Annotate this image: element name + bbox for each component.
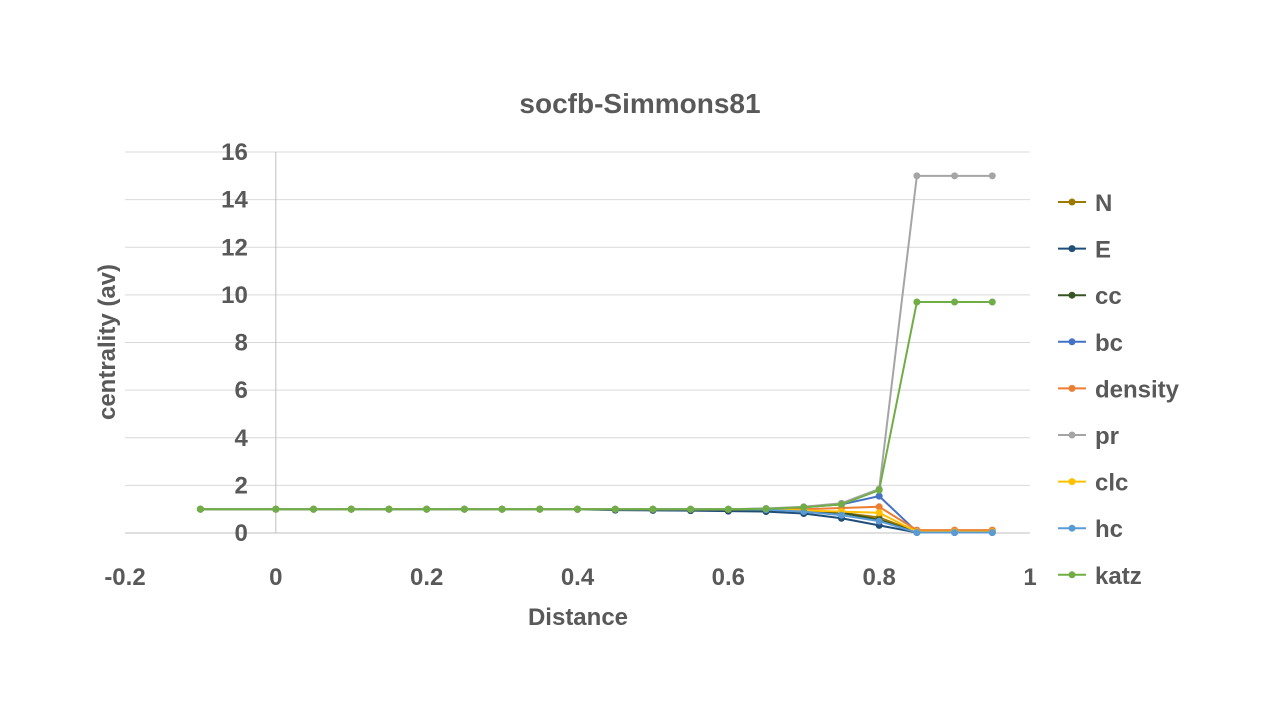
legend-item-bc: bc (1058, 330, 1123, 357)
legend-swatch-marker (1068, 198, 1076, 206)
legend-label: density (1095, 376, 1180, 403)
x-tick-label: -0.2 (104, 564, 145, 591)
legend-label: hc (1095, 516, 1123, 543)
data-point (988, 529, 996, 537)
legend-item-E: E (1058, 237, 1111, 264)
data-point (724, 505, 732, 513)
y-tick-label: 4 (234, 425, 248, 452)
data-point (875, 503, 883, 511)
legend-item-clc: clc (1058, 470, 1128, 497)
data-point (913, 172, 921, 180)
gridlines (125, 151, 1030, 486)
legend-item-katz: katz (1058, 563, 1142, 590)
data-point (837, 511, 845, 519)
data-point (611, 505, 619, 513)
data-point (988, 298, 996, 306)
y-axis-label: centrality (av) (94, 264, 121, 420)
legend-swatch-marker (1068, 291, 1076, 299)
data-point (875, 517, 883, 525)
x-axis-label: Distance (528, 604, 628, 631)
legend-swatch-marker (1068, 384, 1076, 392)
series-lines (196, 172, 996, 537)
series-katz (196, 298, 996, 513)
data-point (762, 505, 770, 513)
data-point (988, 172, 996, 180)
x-tick-label: 1 (1023, 564, 1036, 591)
chart-title: socfb-Simmons81 (519, 88, 760, 119)
data-point (460, 505, 468, 513)
data-point (574, 505, 581, 513)
legend-label: E (1095, 237, 1111, 264)
axes (125, 152, 1030, 534)
y-tick-label: 16 (221, 139, 248, 166)
legend-label: cc (1095, 283, 1122, 310)
legend-item-cc: cc (1058, 283, 1122, 310)
data-point (875, 486, 883, 494)
data-point (875, 509, 883, 517)
y-tick-label: 6 (234, 377, 247, 404)
data-point (423, 505, 431, 513)
data-point (385, 505, 393, 513)
legend-swatch-marker (1068, 338, 1076, 346)
x-tick-label: 0.6 (712, 564, 745, 591)
x-tick-labels: -0.2 0 0.2 0.4 0.6 0.8 1 (104, 564, 1036, 591)
legend-label: katz (1095, 563, 1142, 590)
y-tick-label: 14 (221, 187, 248, 214)
legend-item-density: density (1058, 376, 1180, 403)
data-point (951, 529, 959, 537)
legend-label: pr (1095, 423, 1119, 450)
y-tick-label: 12 (221, 234, 248, 261)
data-point (649, 505, 657, 513)
series-line (200, 301, 993, 511)
data-point (951, 298, 959, 306)
legend-item-N: N (1058, 190, 1112, 217)
y-tick-label: 8 (234, 330, 247, 357)
x-tick-label: 0 (269, 564, 282, 591)
x-tick-label: 0.4 (561, 564, 595, 591)
legend-swatch-marker (1068, 478, 1076, 486)
data-point (536, 505, 544, 513)
data-point (837, 500, 845, 508)
legend-item-pr: pr (1058, 423, 1119, 450)
data-point (800, 503, 808, 511)
data-point (498, 505, 506, 513)
legend-label: clc (1095, 470, 1128, 497)
data-point (913, 298, 921, 306)
legend-label: N (1095, 190, 1112, 217)
data-point (687, 505, 695, 513)
legend-label: bc (1095, 330, 1123, 357)
data-point (310, 505, 318, 513)
legend-swatch-marker (1068, 571, 1076, 579)
data-point (875, 492, 883, 500)
y-tick-label: 2 (234, 472, 247, 499)
data-point (913, 529, 921, 537)
legend-swatch-marker (1068, 524, 1076, 532)
data-point (196, 505, 204, 513)
x-tick-label: 0.2 (410, 564, 443, 591)
y-tick-labels: 0 2 4 6 8 10 12 14 16 (221, 139, 248, 547)
legend-swatch-marker (1068, 431, 1076, 439)
data-point (347, 505, 355, 513)
legend-swatch-marker (1068, 245, 1076, 253)
data-point (951, 172, 959, 180)
x-tick-label: 0.8 (862, 564, 895, 591)
legend-item-hc: hc (1058, 516, 1123, 543)
y-tick-label: 0 (234, 520, 247, 547)
data-point (272, 505, 280, 513)
series-line (200, 494, 993, 533)
y-tick-label: 10 (221, 282, 248, 309)
